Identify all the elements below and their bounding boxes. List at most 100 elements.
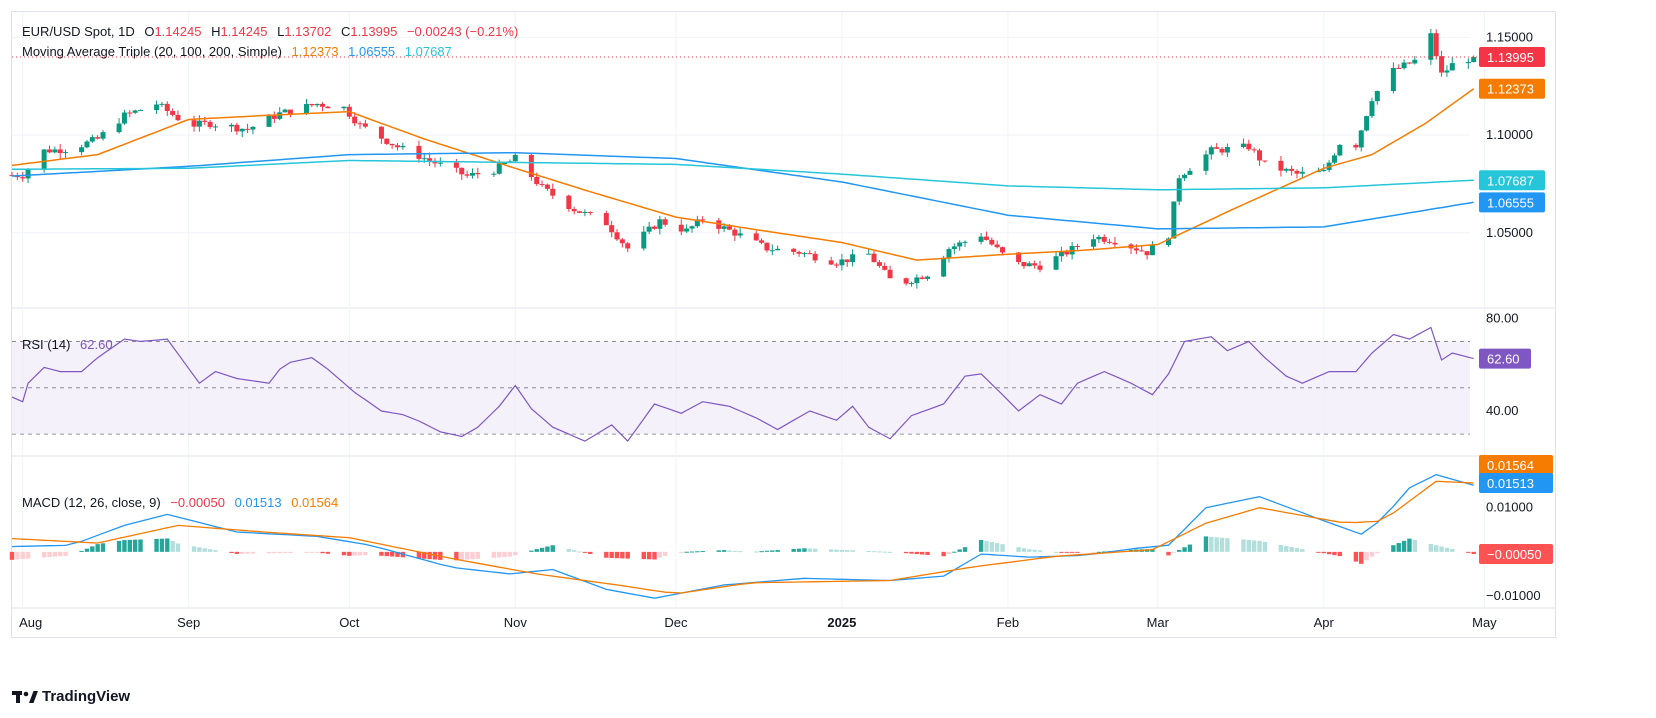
macd-histogram-bar [871, 551, 877, 553]
x-tick-label: Dec [664, 615, 688, 630]
candle-body [1444, 70, 1450, 73]
macd-histogram-bar [759, 551, 764, 553]
macd-histogram-bar [1016, 547, 1021, 552]
macd-histogram-bar [925, 551, 930, 555]
macd-histogram-bar [1369, 551, 1375, 557]
macd-histogram-bar [1203, 536, 1209, 552]
candle-body [694, 219, 700, 227]
macd-histogram-bar [100, 543, 106, 552]
candle-body [1182, 174, 1188, 179]
candle-body [812, 253, 818, 261]
x-tick-label: Feb [997, 615, 1019, 630]
macd-histogram-bar [1434, 545, 1439, 552]
candle-body [496, 163, 502, 174]
macd-histogram-bar [347, 551, 352, 556]
price-tick-label: 1.15000 [1486, 29, 1533, 44]
ma-20-line [11, 88, 1475, 261]
candle-body [1406, 62, 1412, 64]
macd-histogram-bar [796, 548, 802, 552]
rsi-tag-label: 62.60 [1487, 352, 1520, 367]
candle-body [159, 103, 165, 105]
macd-histogram-bar [657, 551, 663, 558]
macd-tick-label: −0.01000 [1486, 588, 1541, 603]
macd-histogram-bar [828, 549, 834, 552]
candle-body [962, 241, 968, 243]
candle-body [1219, 148, 1225, 153]
macd-histogram-bar [663, 551, 668, 556]
tradingview-logo[interactable]: TradingView [12, 688, 130, 705]
candle-body [63, 152, 69, 154]
macd-histogram-bar [914, 551, 920, 555]
candle-body [175, 114, 181, 121]
high-value: H1.14245 [211, 24, 268, 39]
candle-body [1471, 57, 1477, 63]
candle-body [539, 184, 545, 186]
price-legend: EUR/USD Spot, 1D O1.14245 H1.14245 L1.13… [22, 24, 524, 39]
macd-histogram-bar [282, 551, 288, 554]
candle-body [983, 236, 989, 240]
macd-histogram-bar [250, 551, 256, 554]
candle-body [207, 121, 213, 128]
rsi-tag-box [1479, 348, 1531, 369]
macd-histogram-bar [614, 551, 620, 559]
rsi-tick-label: 40.00 [1486, 403, 1519, 418]
macd-signal-line [11, 480, 1474, 594]
candle-body [191, 120, 197, 127]
macd-histogram-bar [887, 551, 893, 553]
macd-histogram-bar [175, 543, 181, 552]
rsi-line [11, 326, 1474, 443]
macd-histogram-bar [309, 551, 315, 553]
candle-body [1208, 147, 1214, 155]
candle-body [266, 115, 272, 127]
macd-histogram-bar [122, 540, 127, 552]
candle-body [121, 112, 127, 124]
macd-histogram-bar [732, 550, 738, 552]
price-tag-box [1479, 78, 1545, 99]
candle-body [566, 195, 572, 209]
candle-body [1412, 59, 1418, 64]
candle-body [1439, 56, 1445, 73]
candle-body [1246, 143, 1252, 150]
candle-body [1074, 245, 1080, 247]
macd-histogram-bar [95, 544, 100, 552]
candle-body [1364, 116, 1370, 131]
x-tick-label: Sep [177, 615, 200, 630]
macd-histogram-bar [1209, 536, 1214, 552]
candle-body [544, 184, 550, 189]
candle-body [716, 220, 722, 229]
candle-body [828, 260, 834, 265]
macd-histogram-bar [9, 551, 15, 560]
macd-histogram-bar [1219, 537, 1225, 552]
rsi-tick-label: 80.00 [1486, 310, 1519, 325]
macd-histogram-bar [1321, 551, 1326, 554]
price-tag-box [1479, 170, 1545, 191]
macd-histogram-bar [834, 549, 839, 552]
macd-histogram-bar [389, 551, 395, 557]
macd-histogram-bar [764, 550, 770, 552]
macd-histogram-bar [1177, 549, 1182, 552]
candle-body [1187, 170, 1193, 175]
candle-body [421, 158, 427, 160]
macd-histogram-bar [427, 551, 432, 560]
candle-body [919, 277, 925, 279]
candle-body [1240, 143, 1246, 148]
macd-histogram-bar [946, 551, 952, 554]
macd-histogram-bar [754, 551, 759, 553]
candle-body [577, 211, 583, 213]
candle-body [282, 109, 288, 113]
candle-body [127, 112, 133, 114]
candle-body [791, 248, 797, 252]
candle-body [416, 145, 422, 159]
candle-body [352, 116, 358, 124]
macd-legend: MACD (12, 26, close, 9) −0.00050 0.01513… [22, 495, 344, 510]
candle-body [79, 147, 85, 153]
low-value: L1.13702 [277, 24, 332, 39]
macd-histogram-bar [1428, 543, 1434, 552]
candle-body [164, 103, 170, 112]
macd-histogram-bar [245, 551, 250, 554]
candle-body [764, 242, 770, 251]
price-tag-box [1479, 192, 1545, 213]
macd-histogram-bar [464, 551, 470, 560]
candle-body [491, 173, 497, 175]
